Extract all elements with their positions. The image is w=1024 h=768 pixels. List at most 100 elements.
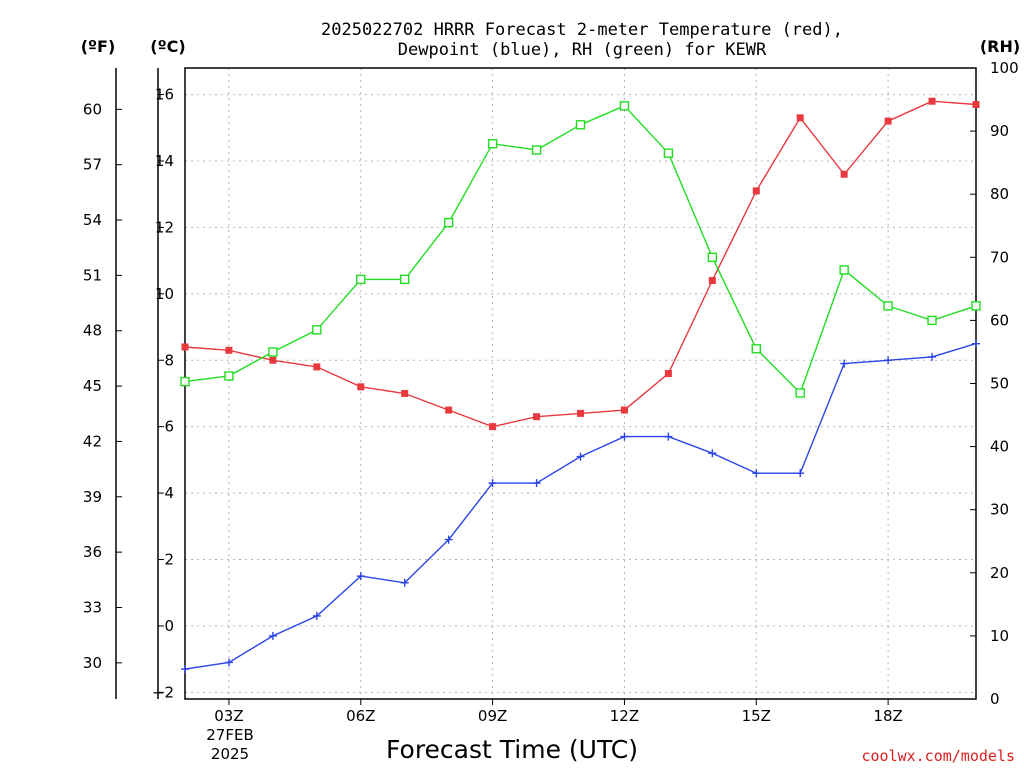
date-label-day: 27FEB [206,726,253,744]
fahrenheit-unit-label: (ºF) [81,37,116,56]
dewpoint-point [620,432,629,441]
rh-point [356,274,366,285]
rh-point [707,252,718,263]
rh-tick-label: 10 [990,627,1009,645]
celsius-tick-label: 6 [164,418,174,436]
celsius-tick-label: 2 [164,551,174,569]
rh-tick-label: 30 [990,501,1009,519]
temperature-point [620,406,628,414]
dewpoint-point [708,449,717,458]
temperature-point [928,97,936,105]
rh-tick-label: 20 [990,564,1009,582]
fahrenheit-tick-label: 51 [83,266,102,284]
rh-point [180,376,190,387]
x-tick-label: 18Z [873,707,902,725]
rh-tick-label: 60 [990,311,1009,329]
rh-point [531,145,542,155]
fahrenheit-tick-label: 57 [83,156,102,174]
rh-point [751,344,761,354]
rh-point [971,301,981,311]
celsius-tick-label: 14 [155,152,174,170]
rh-point [619,101,630,111]
series-line [184,342,977,670]
chart-title-line2: Dewpoint (blue), RH (green) for KEWR [398,40,767,60]
x-tick-label: 15Z [742,707,771,725]
x-tick-label: 09Z [478,707,507,725]
temperature-point [752,187,760,195]
rh-tick-label: 40 [990,438,1009,456]
celsius-tick-label: 12 [155,218,174,236]
temperature-point [489,423,497,431]
x-tick-label: 03Z [214,707,243,725]
rh-point [312,325,322,335]
rh-point [883,301,893,311]
series-2 [180,101,981,398]
rh-tick-label: 100 [990,59,1019,77]
dewpoint-point [312,611,321,620]
fahrenheit-tick-label: 48 [83,322,102,340]
fahrenheit-tick-label: 33 [83,598,102,616]
temperature-point [269,356,277,364]
series [180,97,981,674]
dewpoint-point [356,572,365,581]
series-line [184,100,977,428]
celsius-tick-label: 4 [164,484,174,502]
rh-tick-label: 70 [990,248,1009,266]
rh-point [795,388,805,398]
temperature-point [445,406,453,414]
celsius-tick-label: 8 [164,351,174,369]
dewpoint-point [224,658,233,667]
rh-point [663,148,674,158]
temperature-point [181,343,189,351]
temperature-point [225,346,233,354]
temperature-point [884,117,892,125]
x-tick-label: 06Z [346,707,375,725]
chart-title-line1: 2025022702 HRRR Forecast 2-meter Tempera… [321,20,843,40]
dewpoint-point [664,432,673,441]
fahrenheit-tick-label: 60 [83,100,102,118]
dewpoint-point [796,469,805,478]
celsius-tick-label: −2 [152,683,174,701]
fahrenheit-tick-label: 54 [83,211,102,229]
series-1 [181,339,980,674]
rh-point [224,371,234,381]
dewpoint-point [972,339,980,348]
temperature-point [708,277,716,285]
grid-lines [185,68,976,699]
rh-tick-label: 50 [990,375,1009,393]
rh-unit-label: (RH) [980,37,1020,56]
fahrenheit-tick-label: 36 [83,543,102,561]
dewpoint-point [576,452,585,461]
series-line [184,105,977,395]
temperature-point [357,383,365,391]
fahrenheit-tick-label: 42 [83,432,102,450]
fahrenheit-tick-label: 45 [83,377,102,395]
dewpoint-point [444,535,453,544]
dewpoint-point [488,479,497,488]
dewpoint-point [840,359,849,368]
dewpoint-point [268,631,277,640]
rh-point [927,315,937,326]
rh-tick-label: 0 [990,690,1000,708]
dewpoint-point [752,469,761,478]
rh-point [400,274,410,285]
credit-text: coolwx.com/models [861,747,1015,765]
series-0 [181,97,980,431]
rh-tick-label: 90 [990,122,1009,140]
dewpoint-point [532,479,541,488]
rh-point [487,139,498,149]
celsius-tick-label: 10 [155,285,174,303]
rh-tick-label: 80 [990,185,1009,203]
celsius-tick-label: 16 [155,86,174,104]
dewpoint-point [884,356,893,365]
rh-point [575,120,586,130]
ticks: 03Z 06Z 09Z 12Z 15Z 18Z −2 0 2 4 6 8 10 12 14 16 30 33 36 3… [83,59,1019,725]
x-tick-label: 12Z [610,707,639,725]
temperature-point [533,413,541,421]
rh-point [839,265,849,275]
temperature-point [972,101,980,109]
fahrenheit-tick-label: 39 [83,488,102,506]
temperature-point [796,114,804,122]
x-axis-title: Forecast Time (UTC) [386,735,638,764]
